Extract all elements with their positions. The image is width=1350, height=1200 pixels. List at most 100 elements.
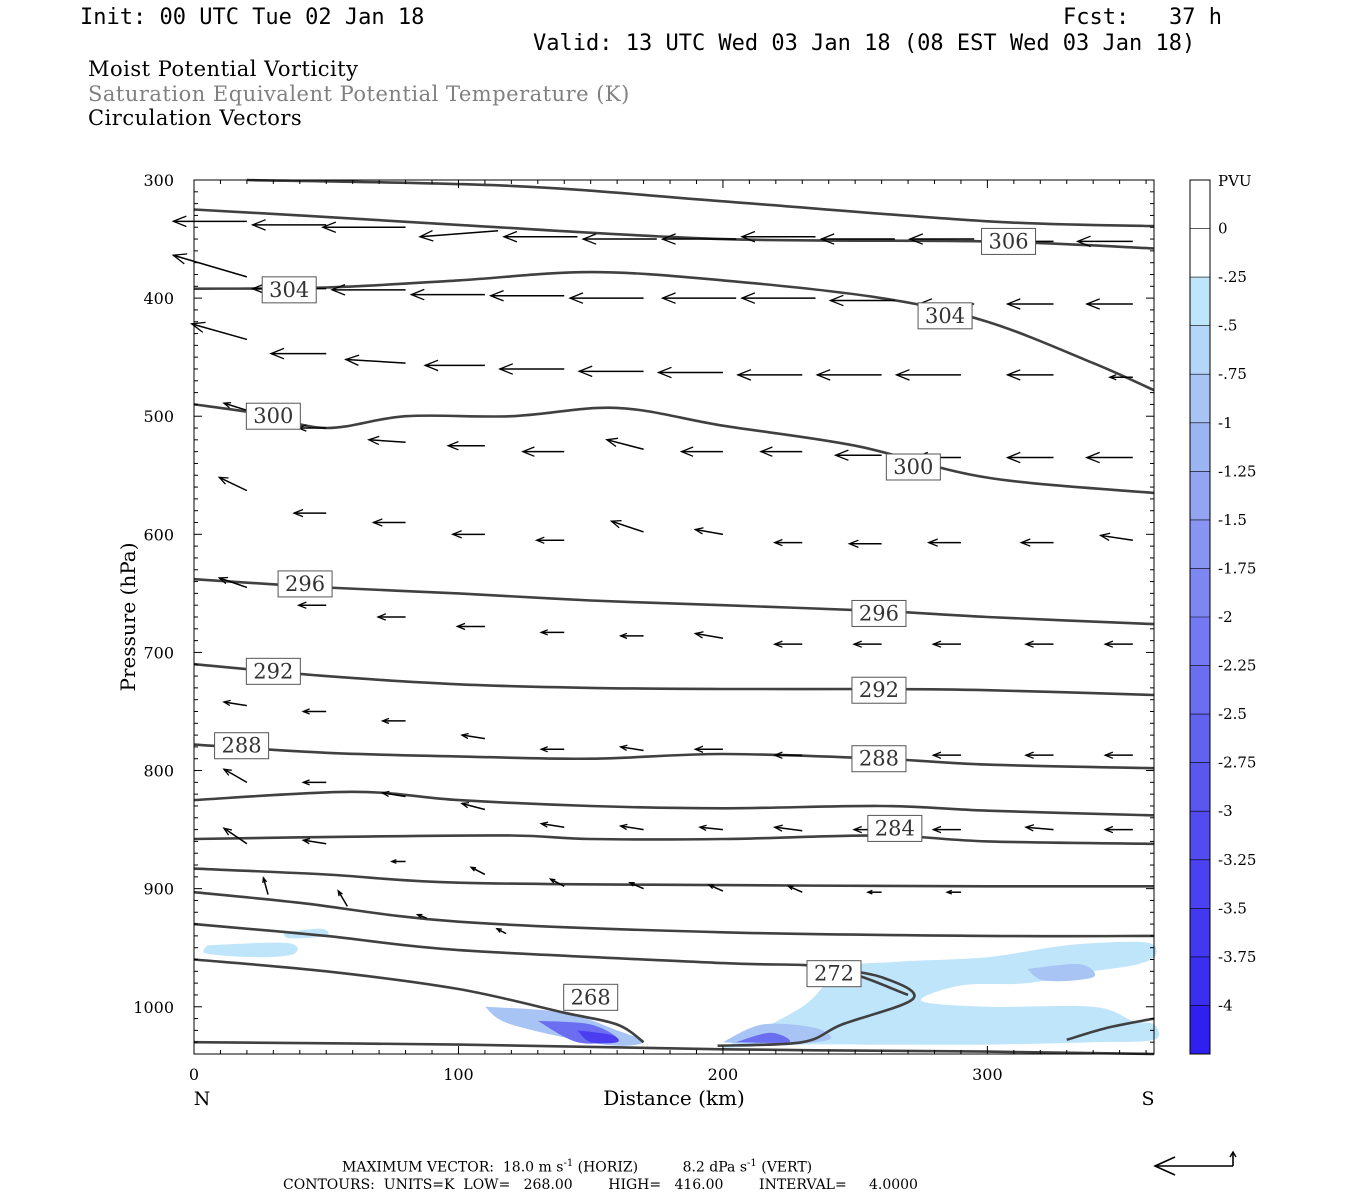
svg-text:296: 296 [285, 572, 325, 596]
theta-contour [193, 403, 1155, 495]
contour-label-layer: 306 304 304 300 300 296 296 292 292 288 288 284 272 2… [214, 227, 1037, 1011]
max-vector-vert-unit: (VERT) [761, 1159, 813, 1176]
circulation-vector [321, 221, 406, 234]
colorbar-label: -.25 [1218, 268, 1247, 286]
pv-colorbar: 0 -.25 -.5 -.75 -1 -1.25 -1.5 -1.75 -2 -2.25 -2.5 -… [1189, 179, 1256, 1055]
colorbar-label: -3.75 [1218, 948, 1256, 966]
colorbar-label: -2.25 [1218, 657, 1256, 675]
theta-contour [193, 1040, 1155, 1056]
circulation-vector [945, 889, 961, 895]
contour-label: 296 [851, 599, 907, 627]
circulation-vector [495, 927, 507, 935]
colorbar-swatch [1190, 422, 1210, 472]
circulation-vector [852, 640, 882, 648]
circulation-vector [819, 233, 895, 245]
colorbar-label: -3.25 [1218, 851, 1256, 869]
colorbar-title: PVU [1218, 172, 1252, 190]
circulation-vector [1024, 640, 1054, 648]
svg-text:284: 284 [875, 816, 915, 840]
max-vector-vert: 8.2 dPa s [682, 1159, 748, 1176]
pv-shade-region [1027, 963, 1096, 982]
pv-shade-region [203, 942, 298, 958]
circulation-vector [371, 518, 406, 527]
contour-label: 288 [214, 732, 270, 760]
circulation-vector [418, 230, 499, 242]
x-tick-label: 200 [708, 1065, 739, 1084]
x-tick-label: 0 [189, 1065, 199, 1084]
colorbar-label: -3 [1218, 802, 1233, 820]
circulation-vector [772, 538, 803, 547]
y-tick-label: 300 [143, 171, 174, 190]
contour-label: 300 [245, 402, 301, 430]
circulation-vector [1103, 825, 1133, 834]
contour-label: 292 [245, 657, 301, 685]
colorbar-label: -1.25 [1218, 462, 1256, 480]
colorbar-swatch [1190, 908, 1210, 958]
circulation-vector [367, 435, 406, 446]
max-vector-note: MAXIMUM VECTOR: 18.0 m s-1 (HORIZ) 8.2 d… [342, 1159, 812, 1175]
contour-label: 300 [885, 453, 941, 481]
circulation-vector [772, 751, 803, 759]
circulation-vector [931, 751, 961, 759]
colorbar-swatch [1190, 228, 1210, 278]
circulation-vector-layer [171, 215, 1133, 935]
circulation-vector [222, 827, 248, 845]
circulation-vector [1098, 532, 1133, 541]
svg-text:268: 268 [571, 985, 611, 1009]
circulation-vector [618, 823, 644, 831]
circulation-vector [1108, 374, 1133, 381]
circulation-vector [740, 230, 816, 243]
circulation-vector [262, 876, 269, 895]
contour-label: 296 [277, 570, 333, 598]
circulation-vector [759, 446, 803, 457]
circulation-vector [488, 289, 565, 302]
svg-text:292: 292 [253, 659, 293, 683]
circulation-vector [828, 294, 895, 307]
circulation-vector [269, 347, 327, 360]
circulation-vector [926, 538, 961, 547]
colorbar-label: -1.75 [1218, 559, 1256, 577]
colorbar-label: -1 [1218, 414, 1233, 432]
colorbar-swatch [1190, 859, 1210, 909]
circulation-vector [539, 821, 565, 828]
svg-text:306: 306 [988, 229, 1028, 253]
circulation-vector [344, 354, 406, 366]
contour-label: 288 [851, 745, 907, 773]
circulation-vector [1019, 538, 1054, 547]
contour-label: 268 [563, 983, 619, 1011]
field-title-vectors: Circulation Vectors [88, 106, 303, 130]
theta-contour [193, 890, 1155, 938]
reference-vector-arrow [1153, 1150, 1237, 1176]
circulation-vector [1085, 298, 1133, 310]
circulation-vector [693, 745, 723, 754]
colorbar-label: -1.5 [1218, 511, 1247, 529]
x-tick-label: 100 [443, 1065, 474, 1084]
circulation-vector [894, 369, 961, 381]
circulation-vector [1103, 640, 1133, 648]
colorbar-swatch [1190, 1005, 1210, 1055]
theta-contour [1066, 1017, 1155, 1042]
theta-contour [193, 834, 1155, 846]
circulation-vector [1075, 235, 1133, 248]
circulation-vector [539, 746, 565, 753]
circulation-vector [815, 369, 882, 381]
circulation-vector [190, 321, 248, 341]
circulation-vector [409, 288, 485, 301]
circulation-vector [301, 779, 327, 786]
theta-contour [717, 966, 916, 1047]
svg-text:304: 304 [269, 278, 309, 302]
colorbar-label: -2.5 [1218, 705, 1247, 723]
y-axis-label: Pressure (hPa) [116, 543, 140, 692]
circulation-vector [736, 369, 803, 381]
field-title-theta: Saturation Equivalent Potential Temperat… [88, 82, 630, 106]
circulation-vector [908, 233, 975, 245]
circulation-vector [740, 292, 816, 304]
circulation-vector [171, 253, 248, 278]
circulation-vector [1005, 369, 1054, 381]
circulation-vector [660, 292, 737, 304]
pv-shade-region [577, 1030, 619, 1044]
colorbar-label: -2 [1218, 608, 1233, 626]
contour-label: 306 [981, 227, 1037, 255]
colorbar-swatch [1190, 519, 1210, 569]
colorbar-swatch [1190, 617, 1210, 667]
